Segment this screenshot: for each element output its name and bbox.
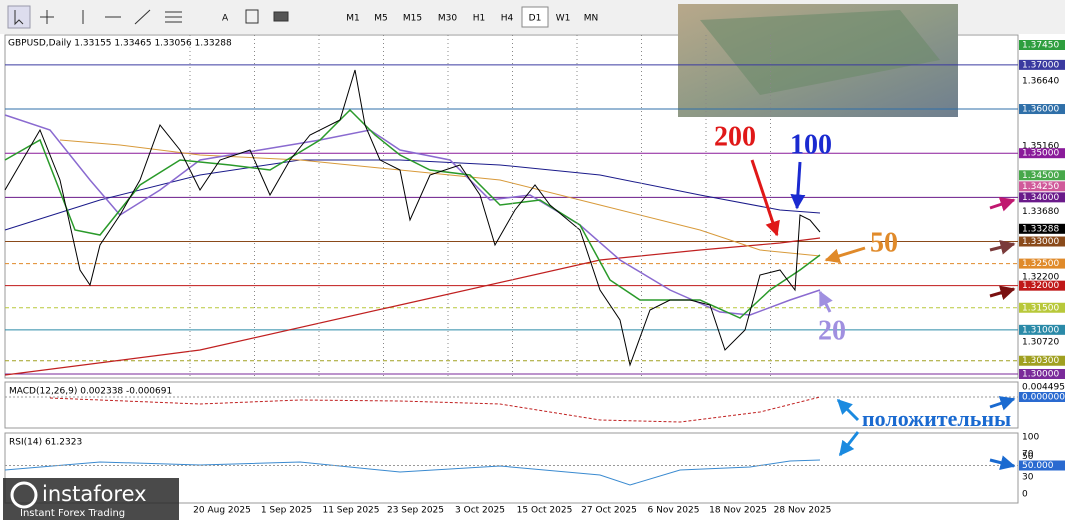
price-label: 1.35000 <box>1022 149 1059 159</box>
rsi-tick-label: 50 <box>1022 452 1034 462</box>
timeframe-button[interactable] <box>494 7 520 27</box>
price-label: 1.33680 <box>1022 207 1059 217</box>
price-label: 1.30720 <box>1022 338 1059 348</box>
date-label: 1 Sep 2025 <box>261 506 312 516</box>
price-label: 1.34250 <box>1022 182 1059 192</box>
date-label: 15 Oct 2025 <box>517 506 573 516</box>
price-label-box <box>1019 40 1065 50</box>
date-label: 20 Aug 2025 <box>193 506 251 516</box>
timeframe-button[interactable] <box>431 7 464 27</box>
annotation-positive: положительны <box>862 406 1011 431</box>
macd-axis-label: 0.000000 <box>1022 393 1065 403</box>
price-label: 1.32000 <box>1022 281 1059 291</box>
date-label: 3 Oct 2025 <box>455 506 505 516</box>
price-label: 1.31000 <box>1022 325 1059 335</box>
price-label-box <box>1019 302 1065 313</box>
timeframe-button[interactable] <box>521 6 549 28</box>
price-label: 1.32500 <box>1022 259 1059 269</box>
date-label: 18 Nov 2025 <box>709 506 767 516</box>
date-label: 6 Nov 2025 <box>648 506 700 516</box>
price-label-box <box>1019 355 1065 366</box>
price-label-box <box>1019 148 1065 159</box>
ma200 <box>4 237 821 376</box>
timeframe-button[interactable] <box>466 7 492 27</box>
price-label-box <box>1019 368 1065 379</box>
date-label: 28 Nov 2025 <box>774 506 832 516</box>
rsi-tick-label: 30 <box>1022 472 1034 482</box>
price-label-box <box>1019 236 1065 247</box>
price-label: 1.34500 <box>1022 171 1059 181</box>
price-label-box <box>1019 181 1065 192</box>
annotation-50: 50 <box>870 227 898 258</box>
logo-name: instaforex <box>42 482 147 506</box>
price-label: 1.33288 <box>1022 224 1059 234</box>
annotation-100: 100 <box>790 129 832 160</box>
timeframe-button[interactable] <box>368 7 394 27</box>
price-trace <box>4 69 821 367</box>
timeframe-label: W1 <box>556 14 571 24</box>
macd-signal <box>49 396 821 423</box>
macd-label: MACD(12,26,9) 0.002338 -0.000691 <box>9 387 172 397</box>
price-label-box <box>1019 324 1065 335</box>
price-label-box <box>1019 223 1065 234</box>
date-label: 27 Oct 2025 <box>581 506 637 516</box>
ma50 <box>59 139 821 257</box>
arrows <box>750 159 1016 471</box>
ma100 <box>4 159 821 231</box>
timeframe-label: H4 <box>501 14 514 24</box>
date-label: 11 Sep 2025 <box>322 506 379 516</box>
timeframe-label: H1 <box>473 14 486 24</box>
price-label: 1.30300 <box>1022 356 1059 366</box>
price-label: 1.31500 <box>1022 303 1059 313</box>
price-label: 1.37450 <box>1022 41 1059 51</box>
rsi-level-label: 50.000 <box>1022 461 1054 471</box>
timeframe-label: M15 <box>403 14 422 24</box>
price-label: 1.35160 <box>1022 142 1059 152</box>
price-label-box <box>1019 104 1065 115</box>
timeframe-button[interactable] <box>396 7 429 27</box>
ma20 <box>4 114 821 316</box>
timeframe-label: MN <box>584 14 599 24</box>
annotation-20: 20 <box>818 315 846 346</box>
price-label: 1.32200 <box>1022 272 1059 282</box>
price-label-box <box>1019 59 1065 70</box>
svg-text:A: A <box>222 14 229 24</box>
date-label: 23 Sep 2025 <box>387 506 444 516</box>
chart-header: GBPUSD,Daily 1.33155 1.33465 1.33056 1.3… <box>8 39 232 49</box>
price-label: 1.36000 <box>1022 105 1059 115</box>
timeframe-label: M30 <box>438 14 457 24</box>
drawing-tools: A <box>7 5 289 29</box>
timeframe-button[interactable] <box>550 7 576 27</box>
price-label: 1.36640 <box>1022 76 1059 86</box>
timeframe-label: M1 <box>346 14 360 24</box>
logo-tagline: Instant Forex Trading <box>20 508 125 519</box>
price-label: 1.30000 <box>1022 369 1059 379</box>
ma-fast <box>4 108 821 319</box>
rsi-tick-label: 0 <box>1022 490 1028 500</box>
timeframe-button[interactable] <box>340 7 366 27</box>
annotation-200: 200 <box>714 121 756 152</box>
timeframe-button[interactable] <box>578 7 604 27</box>
rsi-tick-label: 100 <box>1022 433 1039 443</box>
rsi-line <box>4 459 821 486</box>
macd-axis-label: 0.004495 <box>1022 383 1065 393</box>
price-label-box <box>1019 258 1065 269</box>
rsi-level-box <box>1019 460 1065 471</box>
price-label: 1.34000 <box>1022 193 1059 203</box>
price-label: 1.37000 <box>1022 60 1059 70</box>
price-label: 1.33000 <box>1022 237 1059 247</box>
timeframe-label: D1 <box>529 14 542 24</box>
timeframe-label: M5 <box>374 14 388 24</box>
price-label-box <box>1019 170 1065 181</box>
price-label-box <box>1019 192 1065 203</box>
rsi-tick-label: 70 <box>1022 450 1034 460</box>
price-label-box <box>1019 280 1065 291</box>
rsi-label: RSI(14) 61.2323 <box>9 438 82 448</box>
